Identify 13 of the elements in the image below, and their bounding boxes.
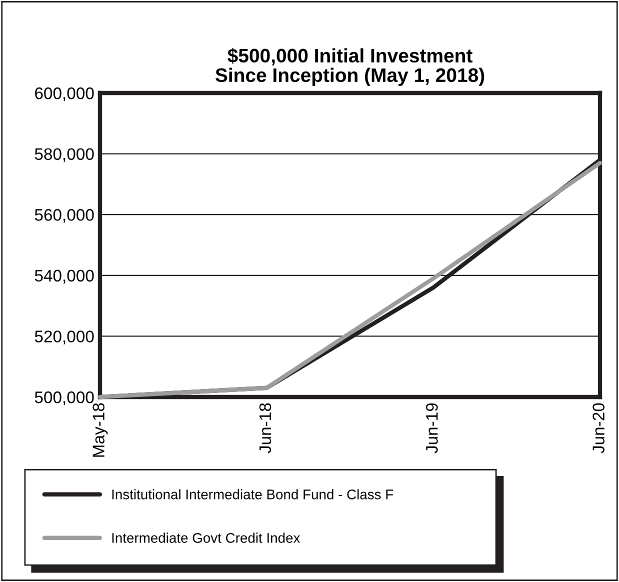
x-tick-label: Jun-20 xyxy=(592,403,604,454)
legend-label: Institutional Intermediate Bond Fund - Class F xyxy=(112,489,394,500)
x-tick-label: Jun-19 xyxy=(426,403,438,454)
y-tick-label: 540,000 xyxy=(34,270,94,284)
x-tick-label: Jun-18 xyxy=(259,403,272,454)
y-tick-label: 580,000 xyxy=(34,148,94,162)
x-tick-label: May-18 xyxy=(92,403,108,457)
y-tick-label: 560,000 xyxy=(34,209,94,223)
y-tick-label: 600,000 xyxy=(35,87,94,102)
chart-title: $500,000 Initial Investment Since Inception (May 1, 2018) xyxy=(215,48,484,86)
legend-label: Intermediate Govt Credit Index xyxy=(112,532,300,543)
y-tick-label: 500,000 xyxy=(34,391,94,406)
y-tick-label: 520,000 xyxy=(34,330,94,344)
